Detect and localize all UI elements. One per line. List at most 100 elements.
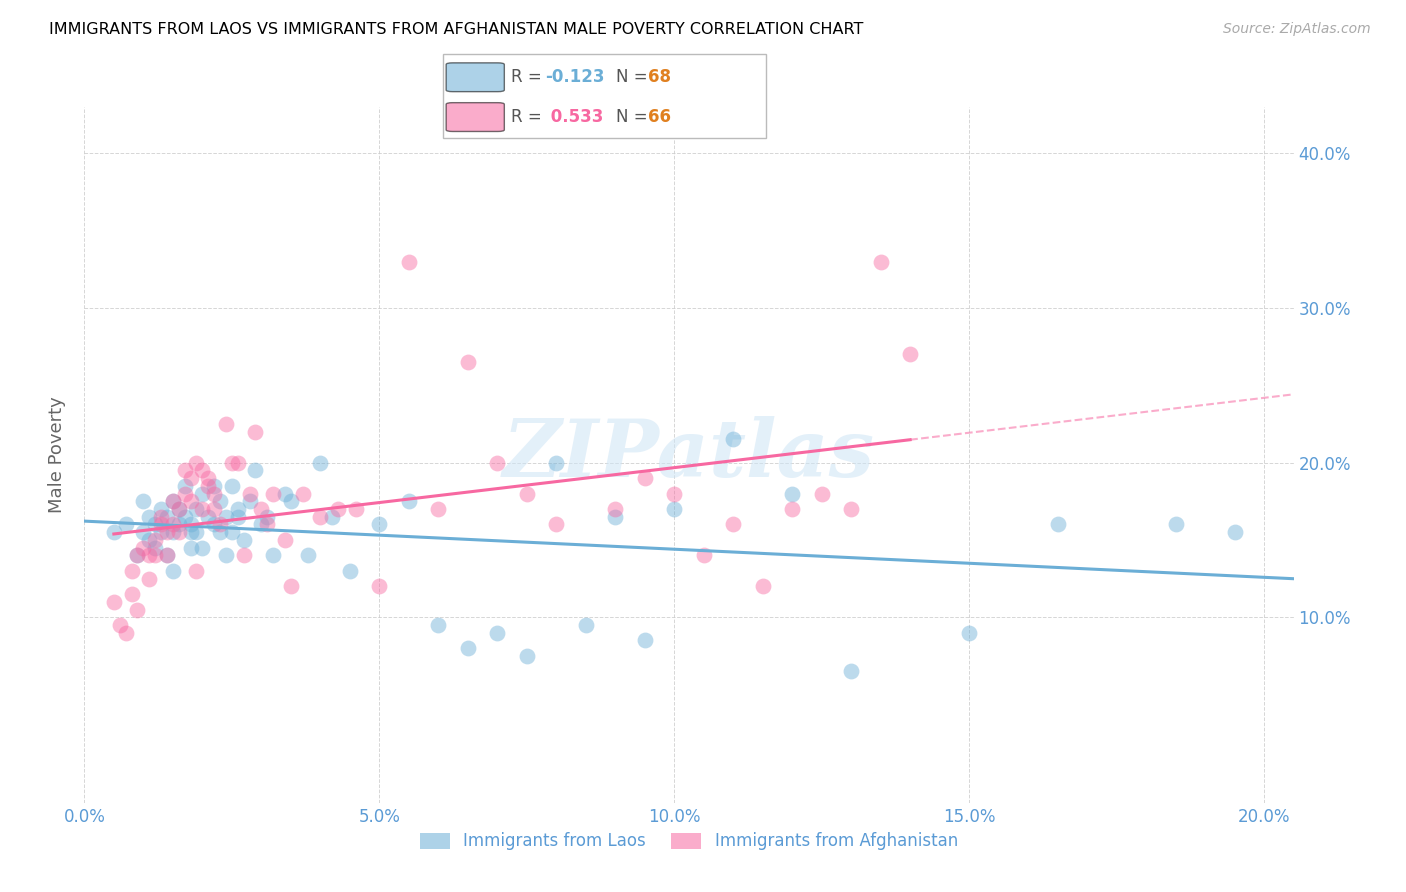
Point xyxy=(143,541,166,555)
Point xyxy=(250,517,273,532)
Point xyxy=(262,549,284,563)
Text: ZIPatlas: ZIPatlas xyxy=(503,417,875,493)
Point xyxy=(839,502,862,516)
Point xyxy=(339,564,361,578)
Point xyxy=(143,517,166,532)
Point xyxy=(457,355,479,369)
Point xyxy=(202,502,225,516)
Point xyxy=(280,579,302,593)
Point xyxy=(167,502,190,516)
Point xyxy=(256,517,278,532)
Point xyxy=(692,549,714,563)
Point xyxy=(143,549,166,563)
Point xyxy=(162,494,184,508)
Point xyxy=(191,486,214,500)
Point xyxy=(221,525,243,540)
Point xyxy=(191,541,214,555)
Point xyxy=(202,479,225,493)
Point xyxy=(605,509,627,524)
Point xyxy=(297,549,319,563)
Point xyxy=(232,549,254,563)
Text: N =: N = xyxy=(616,69,652,87)
Point xyxy=(208,525,231,540)
Point xyxy=(575,618,598,632)
Text: R =: R = xyxy=(510,108,547,126)
Point xyxy=(108,618,131,632)
Text: R =: R = xyxy=(510,69,547,87)
Text: IMMIGRANTS FROM LAOS VS IMMIGRANTS FROM AFGHANISTAN MALE POVERTY CORRELATION CHA: IMMIGRANTS FROM LAOS VS IMMIGRANTS FROM … xyxy=(49,22,863,37)
Point xyxy=(121,587,143,601)
Point xyxy=(457,641,479,656)
Point xyxy=(780,502,803,516)
Point xyxy=(215,509,238,524)
Point xyxy=(167,517,190,532)
Point xyxy=(326,502,349,516)
Point xyxy=(238,486,260,500)
Point xyxy=(245,463,267,477)
Text: -0.123: -0.123 xyxy=(544,69,605,87)
Point xyxy=(368,517,391,532)
Point xyxy=(546,517,568,532)
Point xyxy=(180,525,202,540)
Point xyxy=(226,456,249,470)
Point xyxy=(132,525,155,540)
Point xyxy=(634,633,657,648)
Point xyxy=(898,347,921,361)
Point xyxy=(180,471,202,485)
Point xyxy=(143,533,166,547)
Point xyxy=(274,486,297,500)
Point xyxy=(780,486,803,500)
Point xyxy=(721,517,744,532)
Point xyxy=(114,517,136,532)
Point xyxy=(208,517,231,532)
Point xyxy=(309,456,332,470)
Point xyxy=(114,625,136,640)
Point xyxy=(309,509,332,524)
Text: N =: N = xyxy=(616,108,652,126)
Point xyxy=(180,517,202,532)
Point xyxy=(238,494,260,508)
Point xyxy=(156,549,179,563)
Point xyxy=(127,549,149,563)
Point xyxy=(167,525,190,540)
Point xyxy=(664,486,686,500)
Point xyxy=(226,509,249,524)
Legend: Immigrants from Laos, Immigrants from Afghanistan: Immigrants from Laos, Immigrants from Af… xyxy=(413,826,965,857)
Text: 66: 66 xyxy=(648,108,671,126)
Point xyxy=(156,549,179,563)
Point xyxy=(516,648,538,663)
Point xyxy=(132,541,155,555)
Point xyxy=(197,471,219,485)
Point xyxy=(291,486,314,500)
Point xyxy=(516,486,538,500)
Point xyxy=(121,564,143,578)
Point xyxy=(262,486,284,500)
Point xyxy=(202,517,225,532)
FancyBboxPatch shape xyxy=(446,62,505,92)
Point xyxy=(368,579,391,593)
FancyBboxPatch shape xyxy=(443,54,766,138)
Point xyxy=(103,595,125,609)
Point xyxy=(173,479,195,493)
Point xyxy=(191,502,214,516)
Point xyxy=(186,564,208,578)
Point xyxy=(173,509,195,524)
Point xyxy=(321,509,343,524)
Point xyxy=(127,549,149,563)
Point xyxy=(208,494,231,508)
Point xyxy=(186,456,208,470)
Point xyxy=(191,463,214,477)
Text: 0.533: 0.533 xyxy=(544,108,603,126)
Point xyxy=(751,579,773,593)
Point xyxy=(221,456,243,470)
Point xyxy=(173,486,195,500)
Point xyxy=(156,525,179,540)
Point xyxy=(162,517,184,532)
Point xyxy=(221,479,243,493)
Point xyxy=(398,254,420,268)
Point xyxy=(721,433,744,447)
Point xyxy=(427,502,450,516)
Text: Source: ZipAtlas.com: Source: ZipAtlas.com xyxy=(1223,22,1371,37)
Point xyxy=(839,665,862,679)
Point xyxy=(245,425,267,439)
